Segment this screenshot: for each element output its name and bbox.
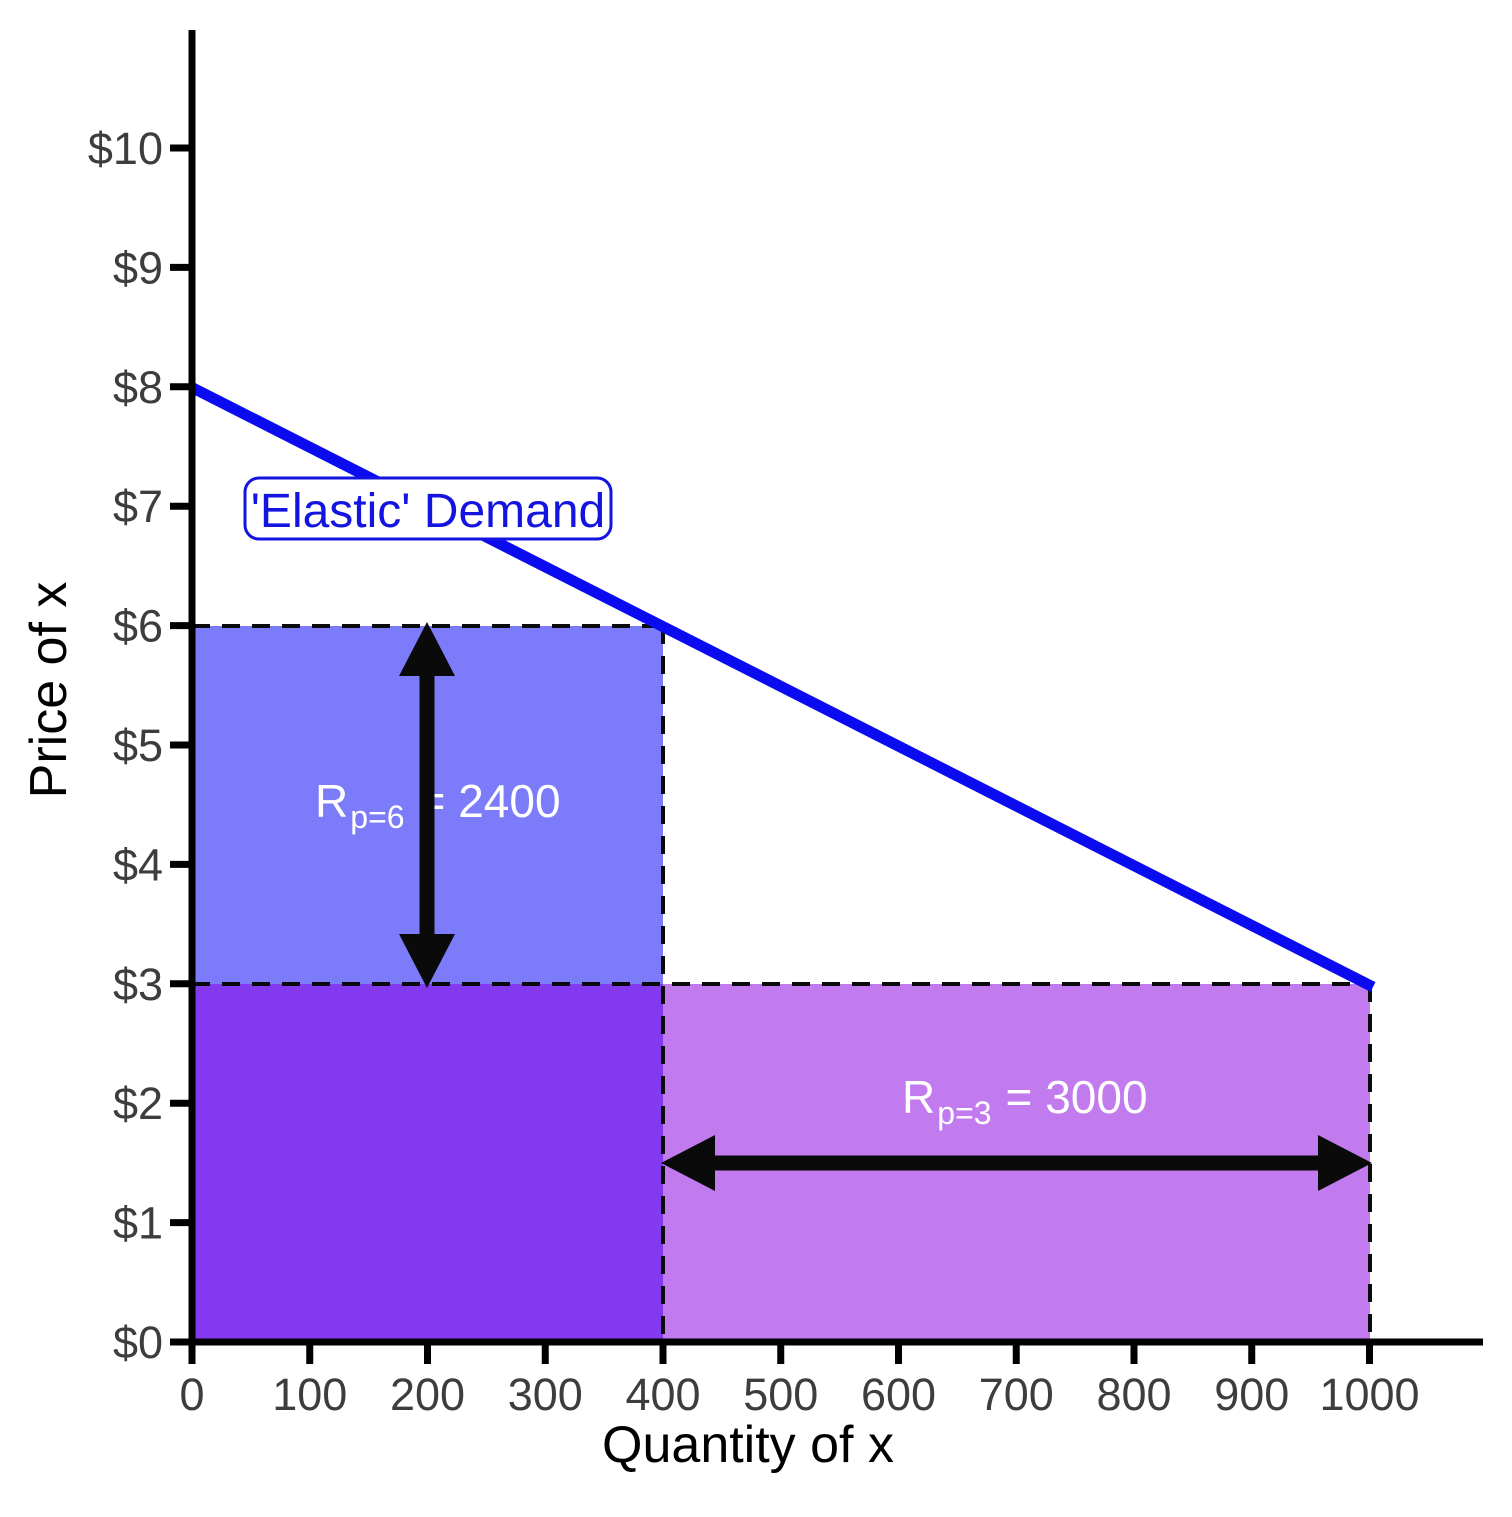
y-tick-label: $8 [113,362,163,413]
x-tick-label: 400 [625,1369,700,1420]
y-axis-title: Price of x [20,582,78,799]
horizontal-arrow-head-left [661,1135,715,1191]
dashed-guides [192,624,1372,1342]
revenue-rect-overlap [192,984,663,1342]
y-tick-label: $9 [113,242,163,293]
horizontal-arrow-head-right [1318,1135,1372,1191]
x-tick-label: 500 [743,1369,818,1420]
revenue-annotation-p6-sub: p=6 [350,799,404,835]
y-tick-label: $4 [113,839,163,890]
vertical-revenue-arrow [399,622,455,988]
x-tick-label: 800 [1096,1369,1171,1420]
demand-label-box [243,476,613,541]
revenue-annotation-p6-value: = 2400 [419,775,561,827]
revenue-annotation-p6-prefix: R [315,775,348,827]
revenue-annotation-p3: Rp=3 = 3000 [838,1071,1186,1131]
revenue-annotation-p3-prefix: R [902,1071,935,1123]
y-axis-ticks: $0 $1 $2 $3 $4 $5 $6 $7 $8 $9 $10 [88,123,192,1368]
x-tick-label: 200 [390,1369,465,1420]
revenue-annotation-p3-sub: p=3 [937,1095,991,1131]
y-tick-label: $10 [88,123,163,174]
y-tick-label: $0 [113,1317,163,1368]
revenue-annotation-p3-value: = 3000 [1006,1071,1148,1123]
y-tick-label: $2 [113,1078,163,1129]
x-tick-label: 700 [979,1369,1054,1420]
y-tick-label: $1 [113,1198,163,1249]
x-tick-label: 0 [179,1369,204,1420]
horizontal-revenue-arrow [661,1135,1372,1191]
x-tick-label: 300 [508,1369,583,1420]
demand-label-text: 'Elastic' Demand [251,485,605,538]
x-axis-title: Quantity of x [602,1416,894,1474]
vertical-arrow-head-down [399,934,455,988]
axes [188,30,1483,1346]
x-axis-ticks: 0 100 200 300 400 500 600 700 800 900 1000 [179,1342,1420,1420]
y-tick-label: $3 [113,959,163,1010]
x-tick-label: 100 [272,1369,347,1420]
demand-label: 'Elastic' Demand [243,476,613,541]
revenue-annotation-p6: Rp=6 = 2400 [251,775,599,835]
y-tick-label: $5 [113,720,163,771]
y-tick-label: $7 [113,481,163,532]
x-tick-label: 600 [861,1369,936,1420]
y-tick-label: $6 [113,601,163,652]
x-tick-label: 900 [1214,1369,1289,1420]
x-tick-label: 1000 [1319,1369,1419,1420]
vertical-arrow-head-up [399,622,455,676]
